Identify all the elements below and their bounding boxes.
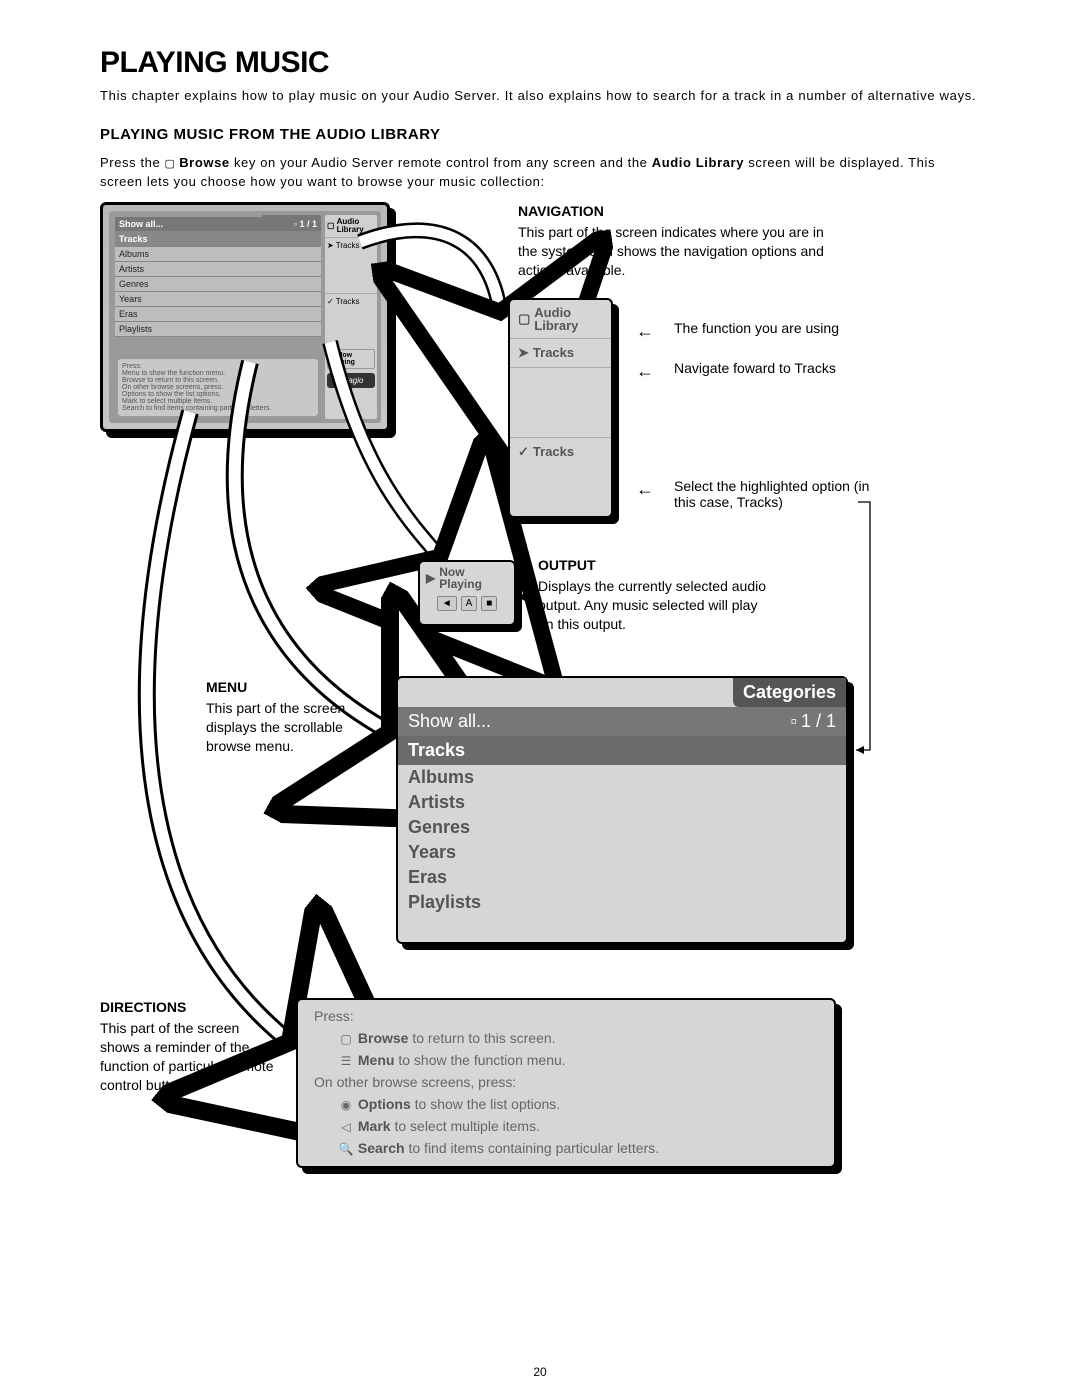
directions-panel: Press: ▢ Browse to return to this screen…: [296, 998, 836, 1168]
output-arrow: [518, 592, 538, 602]
page-number: 20: [0, 1365, 1080, 1379]
menu-page-indicator: 1 / 1: [801, 711, 836, 732]
section-heading: PLAYING MUSIC FROM THE AUDIO LIBRARY: [100, 126, 980, 143]
options-icon: ◉: [338, 1098, 354, 1112]
list-item: Albums: [115, 247, 321, 262]
menu-title: MENU: [206, 678, 376, 697]
list-show-all: Show all...: [119, 219, 163, 229]
output-body: Displays the currently selected audio ou…: [538, 577, 768, 634]
side-audio-library: Audio Library: [325, 215, 377, 237]
menu-body: This part of the screen displays the scr…: [206, 699, 376, 756]
nav-tracks-forward: Tracks: [533, 345, 574, 360]
nav-audio-library: Audio Library: [534, 306, 603, 332]
menu-item: Artists: [398, 790, 846, 815]
output-label-a: A: [461, 596, 478, 611]
list-item: Genres: [115, 277, 321, 292]
section-body: Press the ▢ Browse key on your Audio Ser…: [100, 153, 980, 192]
list-page: ▫ 1 / 1: [294, 219, 317, 229]
book-icon: ▢: [518, 311, 530, 327]
section-body-pt1: Press the: [100, 155, 165, 170]
list-item: Playlists: [115, 322, 321, 337]
navigation-panel: ▢Audio Library ➤ Tracks ✓ Tracks: [508, 298, 613, 518]
nav-label-forward: Navigate foward to Tracks: [674, 360, 836, 376]
side-tracks-fwd: ➤ Tracks: [325, 237, 377, 253]
search-icon: 🔍: [338, 1142, 354, 1156]
output-prev: ◄: [437, 596, 457, 611]
browse-icon: ▢: [338, 1032, 354, 1046]
directions-body: This part of the screen shows a reminder…: [100, 1019, 280, 1095]
audio-library-label: Audio Library: [652, 155, 744, 170]
output-panel: ▶ Now Playing ◄ A ■: [418, 560, 516, 626]
directions-line: ▢ Browse to return to this screen.: [298, 1027, 834, 1049]
directions-press: Press:: [298, 1000, 834, 1027]
menu-show-all: Show all...: [408, 711, 491, 732]
section-body-pt2: key on your Audio Server remote control …: [230, 155, 652, 170]
menu-item: Albums: [398, 765, 846, 790]
list-item: Tracks: [115, 232, 321, 247]
directions-line: ☰ Menu to show the function menu.: [298, 1049, 834, 1071]
chevron-right-icon: ➤: [518, 345, 529, 361]
page-icon: ▫: [791, 711, 797, 732]
list-item: Years: [115, 292, 321, 307]
navigation-body: This part of the screen indicates where …: [518, 223, 838, 280]
menu-item: Playlists: [398, 890, 846, 915]
list-item: Eras: [115, 307, 321, 322]
side-tracks-check: ✓ Tracks: [325, 293, 377, 309]
menu-categories-badge: Categories: [733, 678, 846, 707]
directions-line: ◁ Mark to select multiple items.: [298, 1115, 834, 1137]
directions-other: On other browse screens, press:: [298, 1071, 834, 1093]
page-title: PLAYING MUSIC: [100, 46, 980, 80]
menu-annotation: MENU This part of the screen displays th…: [206, 678, 376, 757]
directions-line: ◉ Options to show the list options.: [298, 1093, 834, 1115]
directions-line: 🔍 Search to find items containing partic…: [298, 1137, 834, 1159]
check-icon: ✓: [518, 444, 529, 460]
list-item: Artists: [115, 262, 321, 277]
navigation-title: NAVIGATION: [518, 202, 838, 221]
menu-item: Eras: [398, 865, 846, 890]
play-icon: ▶: [426, 571, 435, 585]
browse-key-label: Browse: [179, 155, 230, 170]
output-title: OUTPUT: [538, 556, 768, 575]
output-stop: ■: [481, 596, 497, 611]
menu-icon: ☰: [338, 1054, 354, 1068]
menu-item: Genres: [398, 815, 846, 840]
nav-label-select: Select the highlighted option (in this c…: [674, 478, 874, 510]
output-now-playing: Now Playing: [439, 566, 508, 590]
diagram-area: Categories Audio Library ➤ Tracks ✓ Trac…: [100, 202, 980, 1302]
menu-item: Years: [398, 840, 846, 865]
navigation-annotation: NAVIGATION This part of the screen indic…: [518, 202, 838, 281]
side-logo: Adagio: [327, 373, 375, 388]
output-annotation: OUTPUT Displays the currently selected a…: [538, 556, 768, 635]
nav-tracks-select: Tracks: [533, 444, 574, 459]
nav-label-function: The function you are using: [674, 320, 839, 336]
main-screenshot: Categories Audio Library ➤ Tracks ✓ Trac…: [100, 202, 390, 432]
menu-panel: Categories Show all... ▫1 / 1 Tracks Albu…: [396, 676, 848, 944]
mark-icon: ◁: [338, 1120, 354, 1134]
directions-annotation: DIRECTIONS This part of the screen shows…: [100, 998, 280, 1095]
directions-title: DIRECTIONS: [100, 998, 280, 1017]
side-now-playing: ▶ Now Playing: [327, 349, 375, 369]
menu-selected: Tracks: [398, 736, 846, 765]
hint-box: Press: Menu to show the function menu. B…: [117, 358, 319, 417]
intro-text: This chapter explains how to play music …: [100, 86, 980, 106]
